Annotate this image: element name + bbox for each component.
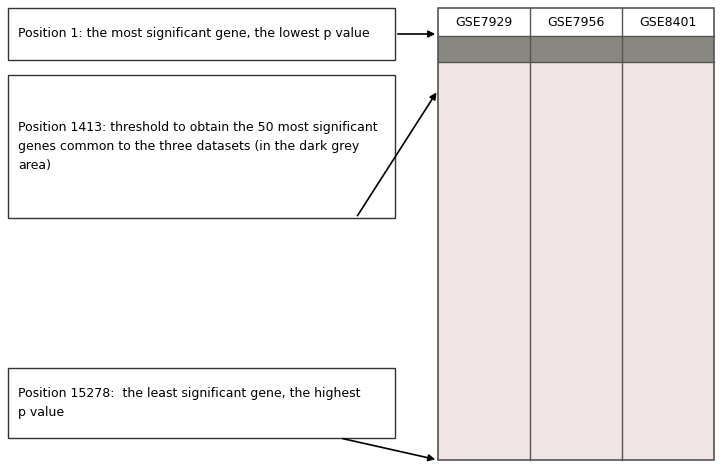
- Text: Position 1413: threshold to obtain the 50 most significant
genes common to the t: Position 1413: threshold to obtain the 5…: [18, 121, 378, 172]
- Bar: [8, 368, 395, 438]
- Bar: [438, 8, 714, 36]
- Text: GSE7929: GSE7929: [455, 15, 513, 29]
- Bar: [438, 62, 714, 460]
- Text: Position 15278:  the least significant gene, the highest
p value: Position 15278: the least significant ge…: [18, 387, 361, 419]
- Bar: [8, 8, 395, 60]
- Text: Position 1: the most significant gene, the lowest p value: Position 1: the most significant gene, t…: [18, 28, 370, 41]
- Text: GSE7956: GSE7956: [547, 15, 605, 29]
- Bar: [438, 8, 714, 460]
- Bar: [8, 75, 395, 218]
- Text: GSE8401: GSE8401: [639, 15, 696, 29]
- Bar: [438, 36, 714, 62]
